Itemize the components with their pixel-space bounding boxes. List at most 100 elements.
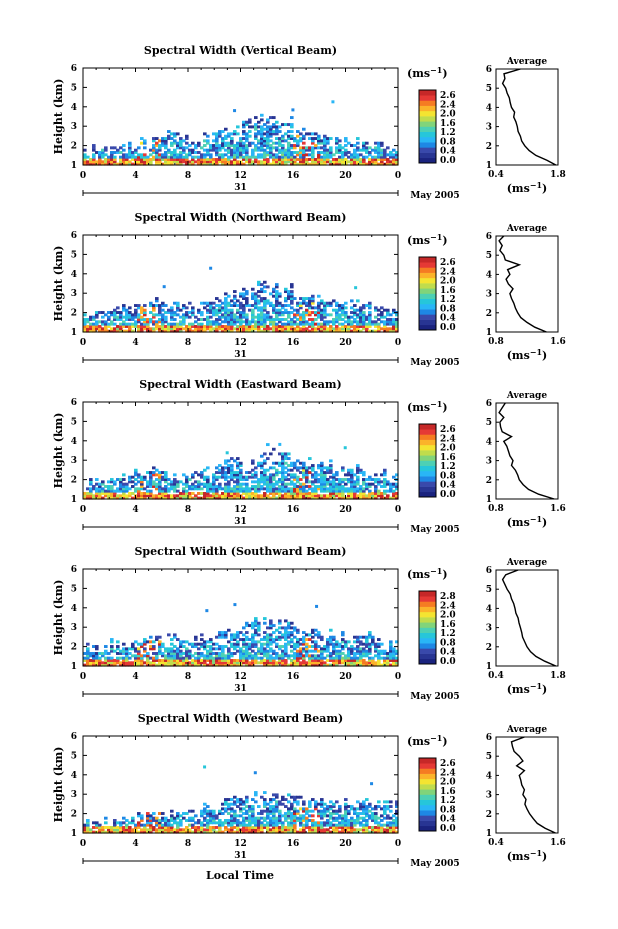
heatmap-cell <box>251 487 255 491</box>
heatmap-cell <box>362 647 366 651</box>
heatmap-cell <box>122 816 126 820</box>
heatmap-cell <box>161 659 165 662</box>
heatmap-cell <box>116 151 120 154</box>
heatmap-cell <box>302 640 306 644</box>
heatmap-cell <box>305 480 309 484</box>
heatmap-cell <box>236 160 240 164</box>
heatmap-cell <box>218 471 222 474</box>
heatmap-cell <box>209 814 213 818</box>
heatmap-cell <box>290 322 294 326</box>
heatmap-cell <box>194 320 198 324</box>
heatmap-cell <box>302 642 306 646</box>
heatmap-cell <box>218 318 222 321</box>
heatmap-cell <box>254 134 258 138</box>
heatmap-cell <box>257 494 261 498</box>
heatmap-cell <box>146 816 150 820</box>
heatmap-cell <box>140 819 144 822</box>
heatmap-cell <box>164 656 168 660</box>
heatmap-cell <box>269 475 273 479</box>
heatmap-cell <box>143 311 147 314</box>
heatmap-cell <box>344 320 348 324</box>
heatmap-cell <box>158 160 162 164</box>
heatmap-cell <box>224 311 228 314</box>
heatmap-cell <box>260 160 264 164</box>
heatmap-cell <box>137 325 141 328</box>
heatmap-cell <box>137 661 141 665</box>
heatmap-cell <box>353 656 357 660</box>
heatmap-cell <box>155 659 159 662</box>
heatmap-cell <box>245 624 249 628</box>
heatmap-cell <box>383 153 387 157</box>
heatmap-cell <box>296 144 300 147</box>
heatmap-cell <box>113 162 117 166</box>
heatmap-cell <box>110 487 114 491</box>
heatmap-cell <box>269 315 273 319</box>
heatmap-cell <box>359 308 363 312</box>
heatmap-cell <box>83 160 87 164</box>
heatmap-cell <box>227 487 231 491</box>
heatmap-cell <box>335 313 339 317</box>
heatmap-cell <box>299 461 303 465</box>
heatmap-cell <box>92 327 96 331</box>
heatmap-cell <box>392 649 396 653</box>
heatmap-cell <box>374 148 378 152</box>
heatmap-cell <box>281 137 285 140</box>
heatmap-cell <box>116 478 120 481</box>
heatmap-cell <box>242 828 246 832</box>
heatmap-cell <box>140 654 144 658</box>
heatmap-cell <box>350 471 354 474</box>
heatmap-cell <box>149 494 153 498</box>
heatmap-cell <box>263 280 267 284</box>
heatmap-cell <box>323 649 327 653</box>
heatmap-cell <box>101 654 105 658</box>
heatmap-cell <box>248 320 252 324</box>
heatmap-cell <box>251 468 255 472</box>
heatmap-cell <box>185 313 189 317</box>
heatmap-cell <box>170 494 174 498</box>
heatmap-cell <box>89 496 93 500</box>
heatmap-cell <box>335 649 339 653</box>
heatmap-cell <box>281 146 285 150</box>
heatmap-cell <box>299 160 303 164</box>
heatmap-cell <box>113 482 117 486</box>
heatmap-cell <box>176 146 180 150</box>
heatmap-cell <box>368 313 372 317</box>
heatmap-cell <box>185 141 189 145</box>
heatmap-cell <box>266 144 270 147</box>
heatmap-cell <box>167 158 171 161</box>
heatmap-cell <box>134 482 138 486</box>
heatmap-cell <box>359 642 363 646</box>
heatmap-cell <box>98 659 102 662</box>
heatmap-cell <box>164 823 168 827</box>
colorbar-swatch <box>419 481 436 487</box>
heatmap-cell <box>236 457 240 461</box>
heatmap-cell <box>368 496 372 500</box>
heatmap-cell <box>311 830 315 834</box>
panel-eastward: Spectral Width (Eastward Beam)0 4 8 12 16 20 0… <box>52 378 566 535</box>
heatmap-cell <box>293 659 297 662</box>
heatmap-cell <box>89 659 93 662</box>
heatmap-cell <box>281 461 285 465</box>
heatmap-cell <box>176 830 180 834</box>
heatmap-cell <box>272 322 276 326</box>
heatmap-cell <box>290 473 294 477</box>
heatmap-cell <box>101 661 105 665</box>
heatmap-cell <box>248 492 252 495</box>
heatmap-cell <box>257 464 261 468</box>
heatmap-cell <box>188 496 192 500</box>
heatmap-cell <box>296 489 300 493</box>
heatmap-cell <box>248 494 252 498</box>
heatmap-cell <box>212 313 216 317</box>
heatmap-cell <box>371 640 375 644</box>
heatmap-cell <box>98 830 102 834</box>
heatmap-cell <box>164 160 168 164</box>
heatmap-cell <box>359 311 363 314</box>
heatmap-cell <box>224 127 228 131</box>
heatmap-cell <box>158 635 162 639</box>
heatmap-cell <box>245 146 249 150</box>
heatmap-cell <box>338 652 342 655</box>
heatmap-cell <box>269 144 273 147</box>
heatmap-cell <box>149 158 153 161</box>
heatmap-cell <box>281 459 285 463</box>
